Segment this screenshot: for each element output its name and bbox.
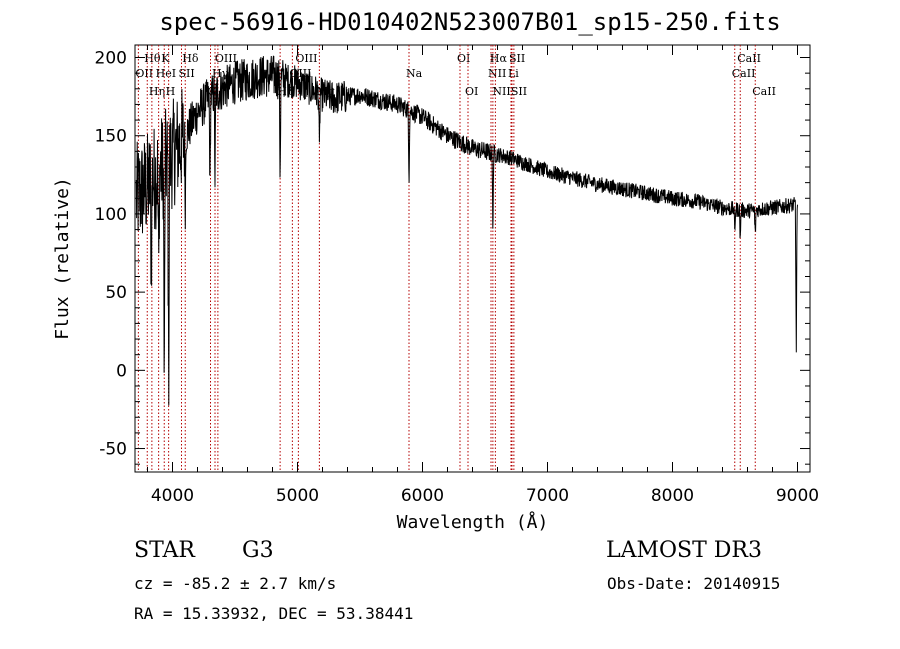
y-axis-label: Flux (relative) xyxy=(52,177,73,340)
object-class: STAR xyxy=(134,538,195,563)
line-label-20: NII xyxy=(492,85,510,98)
line-label-13: OIII xyxy=(295,52,317,65)
line-label-2: Hη xyxy=(149,85,165,98)
plot-frame xyxy=(134,44,811,473)
x-tick-label-5: 9000 xyxy=(776,486,819,506)
survey-name: LAMOST DR3 xyxy=(606,538,762,563)
line-label-22: SII xyxy=(509,52,525,65)
x-axis-label: Wavelength (Å) xyxy=(397,511,549,533)
line-label-0: OII xyxy=(135,67,153,80)
line-label-1: Hθ xyxy=(144,52,161,65)
line-label-16: OI xyxy=(457,52,470,65)
line-label-26: CaII xyxy=(752,85,776,98)
x-tick-label-3: 7000 xyxy=(526,486,569,506)
line-label-3: HeI xyxy=(156,67,176,80)
line-label-5: H xyxy=(166,85,176,98)
y-tick-label-3: 100 xyxy=(95,205,127,225)
y-tick-label-4: 150 xyxy=(95,127,127,147)
line-label-23: SII xyxy=(511,85,527,98)
object-subclass: G3 xyxy=(242,538,274,563)
coordinates: RA = 15.33932, DEC = 53.38441 xyxy=(134,604,414,623)
observation-date: Obs-Date: 20140915 xyxy=(607,574,781,593)
y-tick-label-0: -50 xyxy=(99,440,127,460)
line-label-15: Na xyxy=(406,67,423,80)
line-label-7: Hδ xyxy=(182,52,199,65)
line-label-24: CaII xyxy=(732,67,756,80)
y-tick-label-2: 50 xyxy=(105,283,127,303)
line-label-25: CaII xyxy=(737,52,761,65)
line-label-9: Hγ xyxy=(212,67,229,80)
line-label-4: K xyxy=(161,52,170,65)
y-tick-label-5: 200 xyxy=(95,49,127,69)
redshift-velocity: cz = -85.2 ± 2.7 km/s xyxy=(134,574,337,593)
line-label-19: Hα xyxy=(490,52,508,65)
spectrum-line xyxy=(135,55,798,406)
line-label-10: OIII xyxy=(215,52,237,65)
line-label-18: NII xyxy=(488,67,506,80)
chart-title: spec-56916-HD010402N523007B01_sp15-250.f… xyxy=(159,8,781,36)
line-label-6: SII xyxy=(179,67,195,80)
x-tick-label-0: 4000 xyxy=(151,486,194,506)
line-label-17: OI xyxy=(465,85,478,98)
x-tick-label-2: 6000 xyxy=(401,486,444,506)
x-tick-label-1: 5000 xyxy=(276,486,319,506)
x-tick-label-4: 8000 xyxy=(651,486,694,506)
y-tick-label-1: 0 xyxy=(116,361,127,381)
